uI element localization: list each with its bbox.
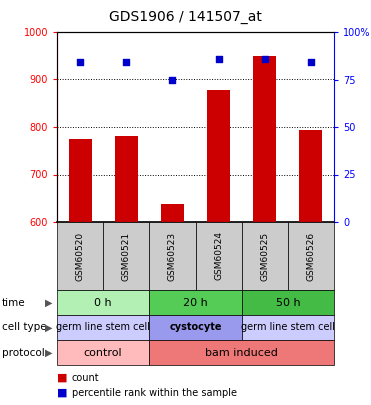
Text: count: count xyxy=(72,373,99,383)
Point xyxy=(308,59,314,66)
Text: cell type: cell type xyxy=(2,322,46,333)
Point xyxy=(123,59,129,66)
Text: GSM60523: GSM60523 xyxy=(168,231,177,281)
Bar xyxy=(161,204,184,222)
Bar xyxy=(115,136,138,222)
Point xyxy=(77,59,83,66)
Bar xyxy=(69,139,92,222)
Text: GSM60526: GSM60526 xyxy=(306,231,315,281)
Text: cystocyte: cystocyte xyxy=(169,322,222,333)
Text: GSM60520: GSM60520 xyxy=(76,231,85,281)
Text: protocol: protocol xyxy=(2,347,45,358)
Text: ▶: ▶ xyxy=(45,347,52,358)
Bar xyxy=(299,130,322,222)
Text: control: control xyxy=(84,347,122,358)
Text: ■: ■ xyxy=(57,373,68,383)
Text: GSM60524: GSM60524 xyxy=(214,232,223,281)
Text: GDS1906 / 141507_at: GDS1906 / 141507_at xyxy=(109,10,262,24)
Text: 20 h: 20 h xyxy=(183,298,208,307)
Point xyxy=(216,55,221,62)
Text: 50 h: 50 h xyxy=(276,298,300,307)
Text: percentile rank within the sample: percentile rank within the sample xyxy=(72,388,237,398)
Text: germ line stem cell: germ line stem cell xyxy=(56,322,150,333)
Point xyxy=(170,76,175,83)
Text: ▶: ▶ xyxy=(45,322,52,333)
Bar xyxy=(253,56,276,222)
Text: GSM60525: GSM60525 xyxy=(260,231,269,281)
Point xyxy=(262,55,268,62)
Text: germ line stem cell: germ line stem cell xyxy=(241,322,335,333)
Text: GSM60521: GSM60521 xyxy=(122,231,131,281)
Bar xyxy=(207,90,230,222)
Text: ▶: ▶ xyxy=(45,298,52,307)
Text: ■: ■ xyxy=(57,388,68,398)
Text: bam induced: bam induced xyxy=(205,347,278,358)
Text: 0 h: 0 h xyxy=(94,298,112,307)
Text: time: time xyxy=(2,298,26,307)
